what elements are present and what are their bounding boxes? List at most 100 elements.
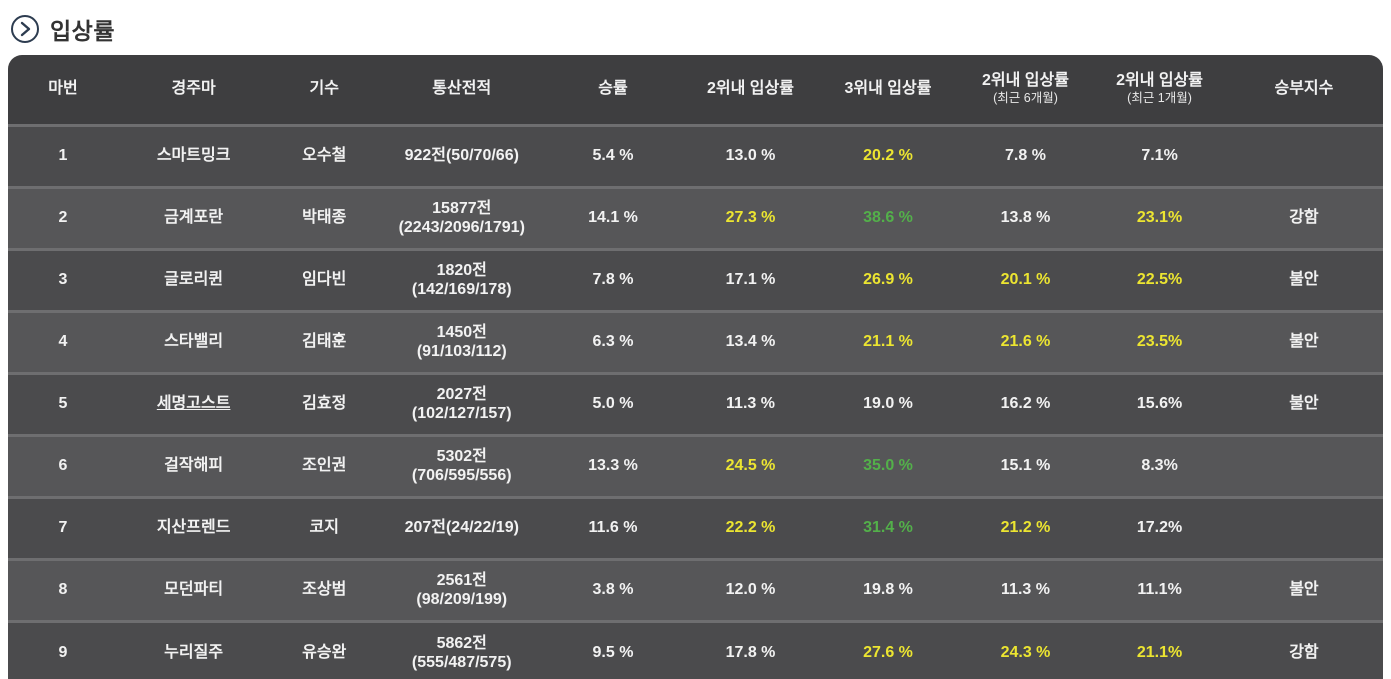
horse-name-label[interactable]: 글로리퀸	[164, 271, 224, 289]
column-header: 3위내 입상률	[819, 55, 957, 125]
match-index-cell	[1225, 497, 1383, 559]
horse-name-label[interactable]: 스타밸리	[164, 333, 224, 351]
career-record-line1: 922전(50/70/66)	[404, 147, 519, 165]
place3-rate-cell: 38.6 %	[863, 209, 913, 227]
win-rate-cell: 3.8 %	[592, 581, 634, 599]
column-header-label: 3위내 입상률	[844, 80, 932, 98]
column-header: 승부지수	[1225, 55, 1383, 125]
column-header: 마번	[8, 55, 118, 125]
career-record-cell: 5302전 (706/595/556)	[379, 435, 544, 497]
horse-name-cell[interactable]: 스마트밍크	[118, 125, 269, 187]
horse-name-label[interactable]: 금계포란	[164, 209, 224, 227]
career-record-line2: (102/127/157)	[411, 405, 512, 422]
jockey-cell: 조상범	[302, 581, 347, 599]
horse-number-cell: 7	[58, 519, 68, 537]
placing-rate-table: 마번 경주마 기수 통산전적	[8, 55, 1383, 679]
match-index-cell: 불안	[1289, 581, 1319, 599]
place2-rate-6m-cell: 11.3 %	[1001, 581, 1050, 599]
horse-name-cell[interactable]: 걸작해피	[118, 435, 269, 497]
match-index-cell: 강함	[1289, 209, 1319, 227]
chevron-right-circle-icon[interactable]	[10, 14, 40, 44]
horse-number-cell: 3	[58, 271, 68, 289]
horse-name-cell[interactable]: 세명고스트	[118, 373, 269, 435]
win-rate-cell: 9.5 %	[592, 644, 634, 662]
horse-name-label[interactable]: 누리질주	[164, 644, 224, 662]
table-row: 7 지산프렌드 코지 207전(24/22/19) 11.6 % 22.2 % …	[8, 497, 1383, 559]
column-header: 통산전적	[379, 55, 544, 125]
career-record-line2: (706/595/556)	[411, 467, 512, 484]
place2-rate-6m-cell: 13.8 %	[1000, 209, 1051, 227]
horse-name-cell[interactable]: 스타밸리	[118, 311, 269, 373]
horse-name-label[interactable]: 지산프렌드	[156, 519, 231, 537]
place2-rate-cell: 11.3 %	[726, 395, 775, 413]
horse-name-cell[interactable]: 모던파티	[118, 559, 269, 621]
place3-rate-cell: 35.0 %	[863, 457, 913, 475]
place2-rate-6m-cell: 7.8 %	[1005, 147, 1046, 165]
win-rate-cell: 6.3 %	[592, 333, 634, 351]
place2-rate-cell: 13.4 %	[725, 333, 776, 351]
place3-rate-cell: 20.2 %	[863, 147, 913, 165]
jockey-cell: 김효정	[302, 395, 347, 413]
horse-name-cell[interactable]: 글로리퀸	[118, 249, 269, 311]
place2-rate-cell: 12.0 %	[725, 581, 776, 599]
place3-rate-cell: 27.6 %	[863, 644, 913, 662]
horse-name-cell[interactable]: 누리질주	[118, 621, 269, 679]
horse-name-cell[interactable]: 지산프렌드	[118, 497, 269, 559]
table-header-row: 마번 경주마 기수 통산전적	[8, 55, 1383, 125]
horse-name-label[interactable]: 모던파티	[164, 581, 224, 599]
career-record-cell: 1450전 (91/103/112)	[379, 311, 544, 373]
place2-rate-cell: 13.0 %	[725, 147, 776, 165]
match-index-cell: 불안	[1289, 333, 1319, 351]
career-record-cell: 5862전 (555/487/575)	[379, 621, 544, 679]
place2-rate-cell: 27.3 %	[725, 209, 776, 227]
horse-name-label[interactable]: 걸작해피	[164, 457, 224, 475]
jockey-cell: 임다빈	[302, 271, 347, 289]
career-record-line2: (91/103/112)	[416, 343, 507, 360]
place2-rate-1m-cell: 23.1%	[1136, 209, 1183, 227]
win-rate-cell: 5.4 %	[592, 147, 634, 165]
column-header-label: 2위내 입상률	[1116, 72, 1204, 90]
place2-rate-1m-cell: 21.1%	[1136, 644, 1183, 662]
career-record-line2: (98/209/199)	[416, 591, 508, 608]
place2-rate-6m-cell: 21.6 %	[1000, 333, 1051, 351]
horse-number-cell: 6	[58, 457, 68, 475]
table-row: 6 걸작해피 조인권 5302전 (706/595/556) 13.3 % 24…	[8, 435, 1383, 497]
column-header: 경주마	[118, 55, 269, 125]
career-record-cell: 922전(50/70/66)	[379, 125, 544, 187]
match-index-cell: 불안	[1289, 395, 1319, 413]
win-rate-cell: 13.3 %	[588, 457, 638, 475]
horse-number-cell: 9	[58, 644, 68, 662]
place3-rate-cell: 19.0 %	[863, 395, 913, 413]
jockey-cell: 코지	[309, 519, 339, 537]
career-record-cell: 15877전 (2243/2096/1791)	[379, 187, 544, 249]
horse-number-cell: 1	[58, 147, 68, 165]
column-header-label: 경주마	[171, 80, 216, 98]
career-record-cell: 2561전 (98/209/199)	[379, 559, 544, 621]
column-header-label: 통산전적	[432, 80, 492, 98]
table-row: 8 모던파티 조상범 2561전 (98/209/199) 3.8 % 12.0…	[8, 559, 1383, 621]
table-row: 9 누리질주 유승완 5862전 (555/487/575) 9.5 % 17.…	[8, 621, 1383, 679]
place2-rate-6m-cell: 24.3 %	[1000, 644, 1051, 662]
career-record-cell: 1820전 (142/169/178)	[379, 249, 544, 311]
column-header: 2위내 입상률 (최근 1개월)	[1094, 55, 1225, 125]
horse-number-cell: 4	[58, 333, 68, 351]
column-header: 승률	[544, 55, 682, 125]
column-header-label: 기수	[309, 80, 339, 98]
horse-number-cell: 2	[58, 209, 68, 227]
match-index-cell: 강함	[1289, 644, 1319, 662]
career-record-cell: 207전(24/22/19)	[379, 497, 544, 559]
match-index-cell	[1225, 125, 1383, 187]
match-index-cell	[1225, 435, 1383, 497]
horse-name-cell[interactable]: 금계포란	[118, 187, 269, 249]
horse-name-label[interactable]: 세명고스트	[156, 395, 231, 413]
place3-rate-cell: 21.1 %	[863, 333, 913, 351]
column-header-label: 승부지수	[1274, 80, 1334, 98]
place3-rate-cell: 26.9 %	[863, 271, 913, 289]
table-row: 1 스마트밍크 오수철 922전(50/70/66) 5.4 % 13.0 % …	[8, 125, 1383, 187]
career-record-line1: 2561전	[436, 571, 487, 589]
column-header-sublabel: (최근 1개월)	[1127, 91, 1192, 106]
win-rate-cell: 14.1 %	[588, 209, 638, 227]
place2-rate-1m-cell: 11.1%	[1137, 581, 1182, 599]
horse-name-label[interactable]: 스마트밍크	[156, 147, 231, 165]
page-title: 입상률	[50, 17, 115, 44]
